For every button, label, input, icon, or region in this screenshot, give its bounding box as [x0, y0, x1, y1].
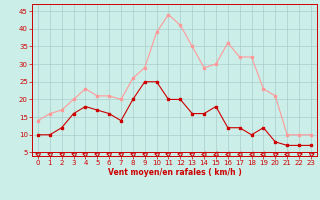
X-axis label: Vent moyen/en rafales ( km/h ): Vent moyen/en rafales ( km/h ) [108, 168, 241, 177]
